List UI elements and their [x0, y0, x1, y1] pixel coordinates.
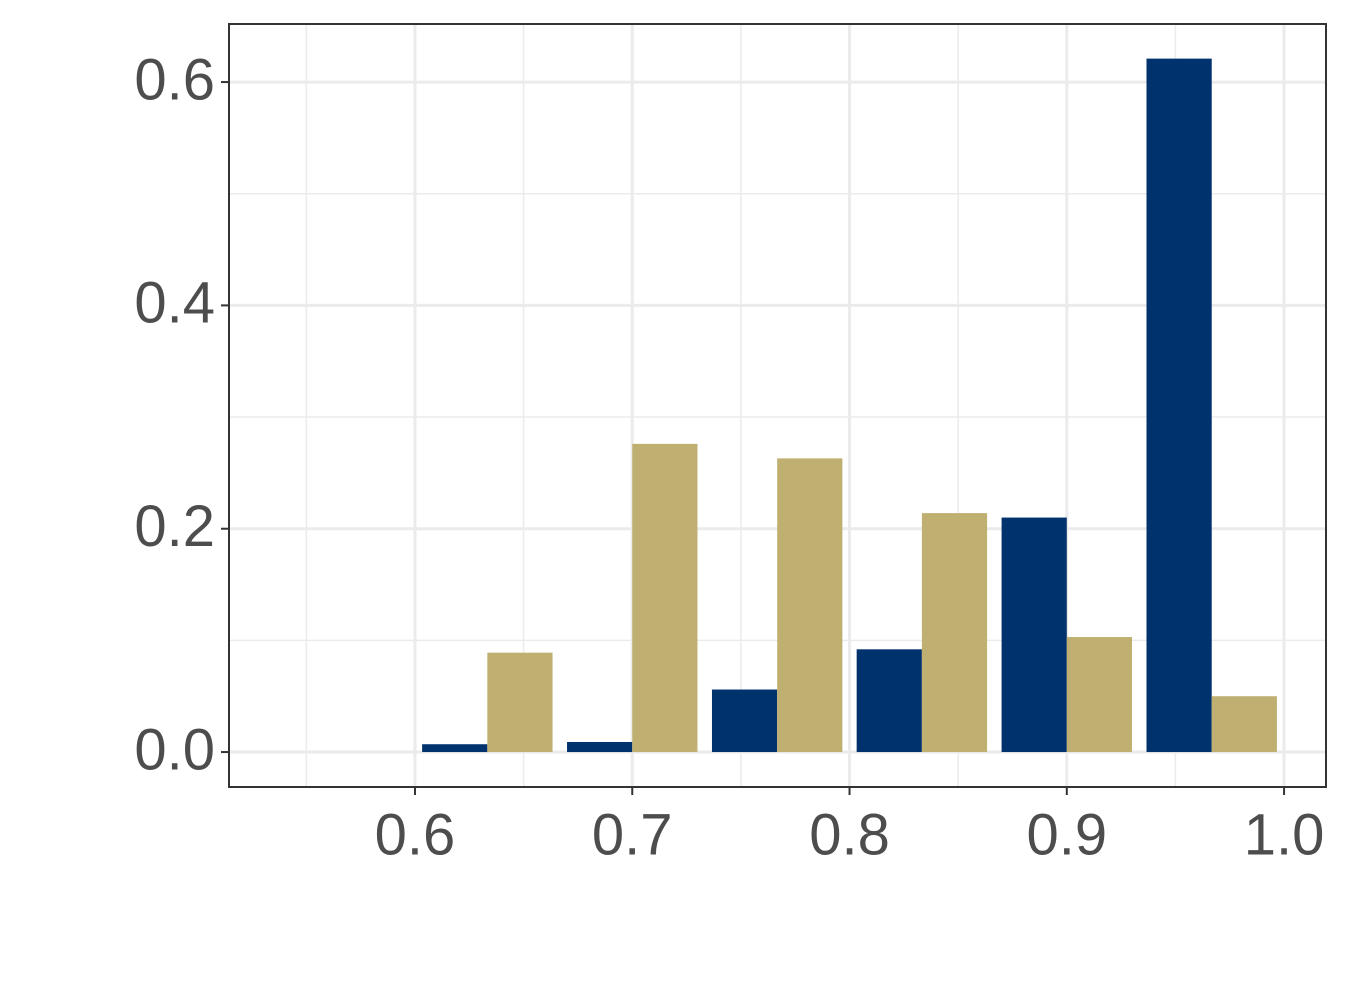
- x-tick-label: 1.0: [1244, 802, 1325, 867]
- bar: [856, 649, 922, 753]
- x-tick-label: 0.7: [592, 802, 673, 867]
- bar: [1001, 517, 1067, 753]
- bar: [1211, 696, 1277, 753]
- bar: [1146, 58, 1212, 753]
- x-tick-label: 0.9: [1026, 802, 1107, 867]
- bar: [567, 741, 633, 753]
- bar: [1066, 637, 1133, 753]
- x-tick-label: 0.8: [809, 802, 890, 867]
- plot-border: [228, 23, 1327, 788]
- y-tick-label: 0.2: [134, 494, 215, 559]
- y-tick-label: 0.4: [134, 271, 215, 336]
- x-tick-label: 0.6: [375, 802, 456, 867]
- bar: [777, 458, 843, 753]
- y-tick-label: 0.0: [134, 717, 215, 782]
- bar: [921, 513, 988, 753]
- bar: [632, 443, 698, 753]
- bar: [422, 744, 488, 753]
- bar: [711, 689, 778, 753]
- bar: [487, 652, 553, 753]
- y-tick-label: 0.6: [134, 47, 215, 112]
